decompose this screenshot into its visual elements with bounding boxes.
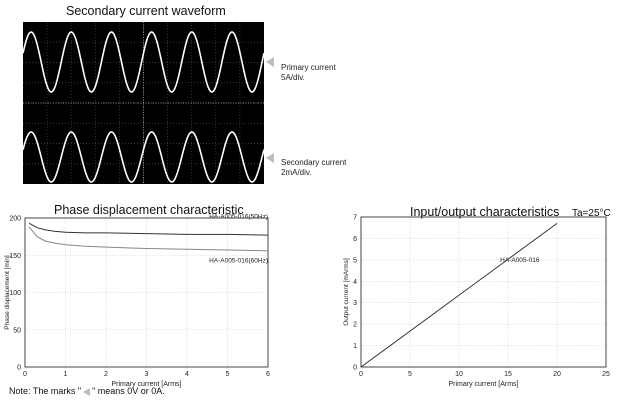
y-tick-label: 7 [353, 215, 357, 222]
x-tick-label: 5 [226, 371, 230, 378]
x-tick-label: 15 [504, 371, 512, 378]
primary-current-label: Primary current 5A/div. [281, 63, 336, 83]
series-label: HA-A005-016(50Hz) [209, 214, 268, 221]
primary-current-label-title: Primary current [281, 63, 336, 72]
x-tick-label: 20 [553, 371, 561, 378]
secondary-current-label-scale: 2mA/div. [281, 168, 312, 177]
primary-zero-marker [266, 57, 274, 67]
x-axis-label: Primary current [Arms] [111, 381, 181, 388]
io-chart-annotation: Ta=25°C [572, 208, 611, 219]
x-tick-label: 0 [359, 371, 363, 378]
zero-marker-icon [83, 387, 91, 396]
x-tick-label: 3 [145, 371, 149, 378]
primary-current-trace [23, 31, 264, 93]
y-tick-label: 5 [353, 257, 357, 264]
secondary-zero-marker [266, 153, 274, 163]
x-tick-label: 6 [266, 371, 270, 378]
y-axis-label: Output current [mArms] [343, 258, 350, 326]
chart-grid [360, 216, 607, 368]
plot-frame [24, 217, 269, 368]
x-axis-label: Primary current [Arms] [448, 381, 518, 388]
secondary-current-label: Secondary current 2mA/div. [281, 158, 346, 178]
y-tick-label: 1 [353, 343, 357, 350]
chart-grid [24, 217, 269, 368]
x-tick-label: 4 [185, 371, 189, 378]
io-chart-title: Input/output characteristics [410, 205, 560, 219]
y-axis-label: Phase displacement [min] [4, 255, 11, 330]
y-tick-label: 100 [9, 290, 21, 297]
series-label: HA-A005-016(60Hz) [209, 258, 268, 265]
y-tick-label: 4 [353, 279, 357, 286]
x-tick-label: 10 [455, 371, 463, 378]
primary-current-label-scale: 5A/div. [281, 73, 305, 82]
y-tick-label: 50 [13, 327, 21, 334]
x-tick-label: 1 [64, 371, 68, 378]
phase-chart-title: Phase displacement characteristic [54, 203, 244, 217]
x-tick-label: 0 [23, 371, 27, 378]
y-tick-label: 200 [9, 216, 21, 223]
x-tick-label: 25 [602, 371, 610, 378]
note-suffix: " means 0V or 0A. [92, 386, 165, 396]
y-tick-label: 0 [17, 365, 21, 372]
y-tick-label: 3 [353, 300, 357, 307]
phase-chart: 0 1 2 3 4 5 6 0 50 100 150 200 Primary current [Arms… [4, 214, 270, 388]
plot-frame [360, 216, 607, 368]
note: Note: The marks " " means 0V or 0A. [9, 386, 165, 396]
series-line [360, 222, 558, 368]
y-tick-label: 2 [353, 322, 357, 329]
y-tick-label: 6 [353, 236, 357, 243]
y-tick-label: 150 [9, 253, 21, 260]
series-line [28, 222, 269, 236]
note-prefix: Note: The marks " [9, 386, 82, 396]
oscilloscope-title: Secondary current waveform [66, 4, 226, 18]
x-tick-label: 2 [104, 371, 108, 378]
x-tick-label: 5 [408, 371, 412, 378]
secondary-current-trace [23, 131, 264, 183]
series-line [28, 226, 269, 252]
secondary-current-label-title: Secondary current [281, 158, 347, 167]
y-tick-label: 0 [353, 365, 357, 372]
oscilloscope-screen [23, 22, 264, 184]
series-label: HA-A005-016 [500, 257, 540, 264]
io-chart: 0 5 10 15 20 25 0 1 2 3 4 5 6 7 Primary current [Arms]… [343, 215, 610, 389]
